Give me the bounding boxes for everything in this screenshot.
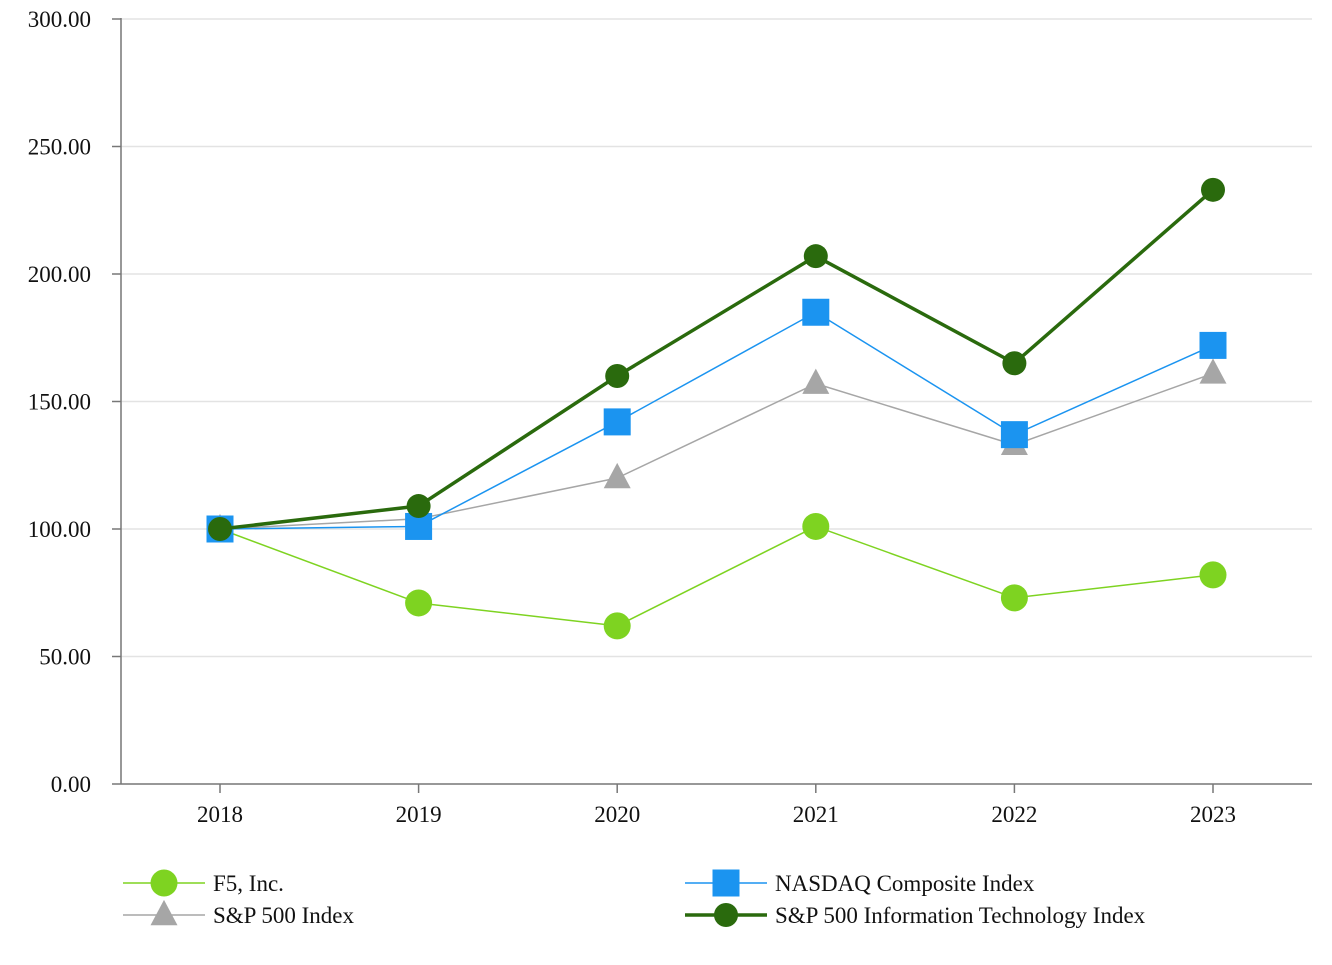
data-point xyxy=(1000,421,1028,449)
legend-marker xyxy=(150,899,178,926)
data-point xyxy=(603,462,631,489)
data-point xyxy=(802,298,830,326)
data-point xyxy=(208,517,232,541)
x-tick-label: 2018 xyxy=(197,802,243,827)
series-line xyxy=(219,311,1214,530)
legend-item-3: S&P 500 Information Technology Index xyxy=(685,903,1146,928)
data-point xyxy=(1199,561,1227,589)
data-point xyxy=(1000,584,1028,612)
legend-marker xyxy=(714,903,738,927)
legend-item-1: NASDAQ Composite Index xyxy=(685,869,1035,897)
y-tick-label: 200.00 xyxy=(28,262,91,287)
data-point xyxy=(802,368,830,394)
data-point xyxy=(803,244,828,269)
data-point xyxy=(406,494,431,519)
data-point xyxy=(1199,331,1227,359)
x-tick-label: 2023 xyxy=(1190,802,1236,827)
series-line xyxy=(219,188,1215,531)
legend-item-2: S&P 500 Index xyxy=(123,899,354,928)
series-line xyxy=(219,372,1214,530)
grid-lines xyxy=(121,18,1312,658)
legend-label: S&P 500 Information Technology Index xyxy=(775,903,1146,928)
series-1 xyxy=(206,298,1227,543)
legend-marker xyxy=(150,869,178,897)
legend: F5, Inc. NASDAQ Composite Index S&P 500 In… xyxy=(123,869,1146,928)
series-group xyxy=(206,177,1227,640)
x-tick-label: 2022 xyxy=(991,802,1037,827)
legend-label: S&P 500 Index xyxy=(213,903,354,928)
series-3 xyxy=(208,177,1225,541)
series-0 xyxy=(206,512,1227,640)
x-tick-label: 2019 xyxy=(396,802,442,827)
y-tick-label: 50.00 xyxy=(39,645,91,670)
data-point xyxy=(605,364,630,388)
data-point xyxy=(405,589,433,617)
y-tick-label: 300.00 xyxy=(28,7,91,32)
y-tick-label: 100.00 xyxy=(28,517,91,542)
data-point xyxy=(1002,351,1027,376)
data-point xyxy=(603,612,631,640)
y-tick-label: 150.00 xyxy=(28,390,91,415)
legend-label: NASDAQ Composite Index xyxy=(775,871,1035,896)
legend-marker xyxy=(712,869,740,897)
data-point xyxy=(1199,358,1227,384)
series-line xyxy=(219,525,1214,627)
y-tick-label: 0.00 xyxy=(51,772,91,797)
x-tick-label: 2020 xyxy=(594,802,640,827)
data-point xyxy=(802,512,830,540)
y-tick-label: 250.00 xyxy=(28,135,91,160)
data-point xyxy=(603,408,631,436)
legend-label: F5, Inc. xyxy=(213,871,284,896)
legend-item-0: F5, Inc. xyxy=(123,869,284,897)
x-tick-label: 2021 xyxy=(793,802,839,827)
axes: 0.00 50.00 100.00 150.00 200.00 250.00 300.00 2… xyxy=(28,7,1312,827)
data-point xyxy=(1201,177,1225,202)
